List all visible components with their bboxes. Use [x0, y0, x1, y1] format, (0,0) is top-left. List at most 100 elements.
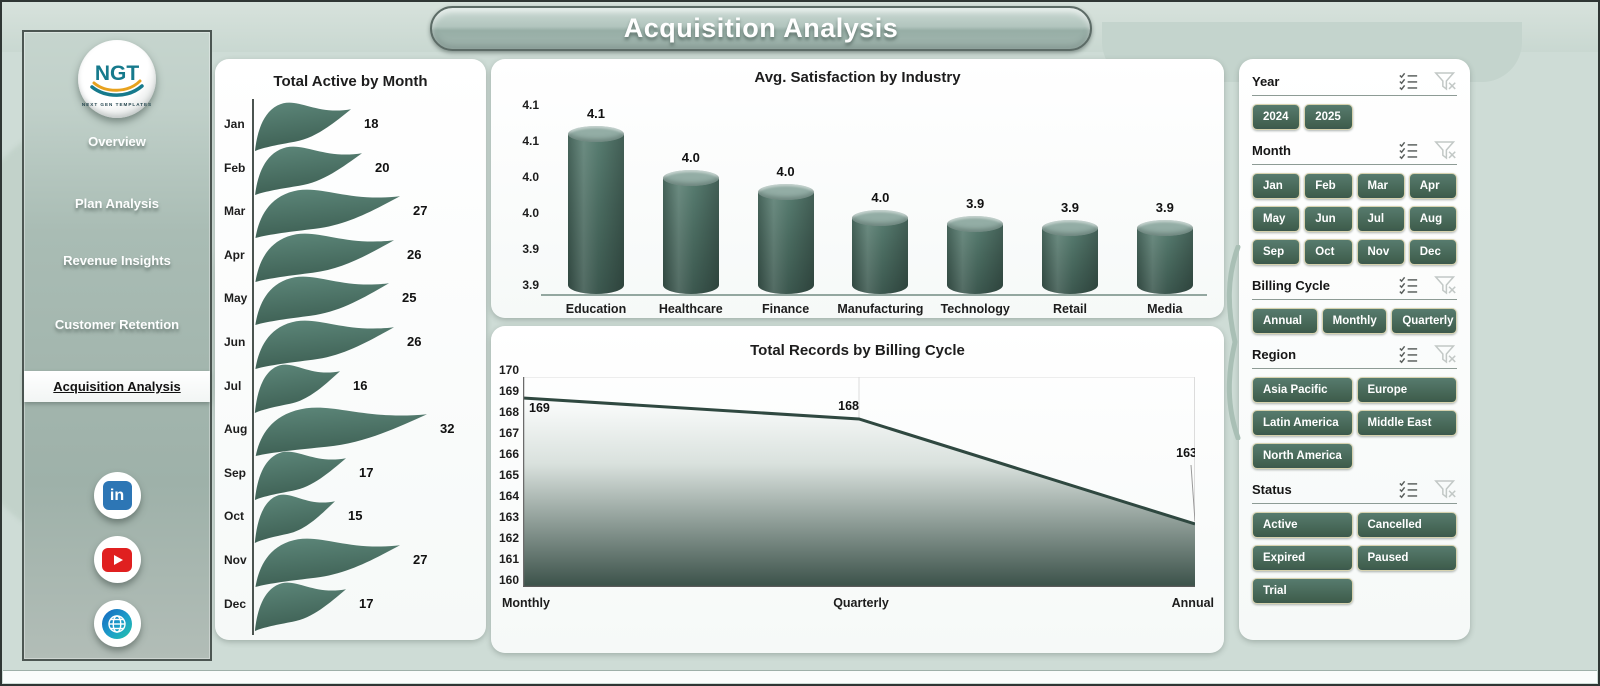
leaf-value-label: 15: [348, 508, 363, 524]
cylinder-bar-education[interactable]: [568, 126, 624, 294]
filter-button-europe[interactable]: Europe: [1356, 377, 1457, 403]
leaf-bar-jul[interactable]: [254, 361, 340, 413]
bar-value-label: 4.1: [586, 106, 606, 121]
filter-button-quarterly[interactable]: Quarterly: [1391, 308, 1457, 334]
leaf-category-label: Feb: [224, 160, 246, 175]
filter-button-feb[interactable]: Feb: [1304, 173, 1353, 199]
multi-select-icon[interactable]: [1398, 72, 1419, 91]
title-bar: Acquisition Analysis: [430, 6, 1092, 51]
filter-button-middle-east[interactable]: Middle East: [1356, 410, 1457, 436]
multi-select-icon[interactable]: [1398, 345, 1419, 364]
cylinder-bar-healthcare[interactable]: [662, 170, 719, 294]
leaf-bar-may[interactable]: [254, 273, 389, 326]
cylinder-bar-manufacturing[interactable]: [852, 210, 909, 294]
filter-button-apr[interactable]: Apr: [1408, 173, 1457, 199]
ngt-logo: NGT NEXT GEN TEMPLATES: [78, 40, 156, 118]
filter-button-trial[interactable]: Trial: [1252, 578, 1353, 604]
filter-section-title: Region: [1252, 346, 1297, 362]
filter-button-nov[interactable]: Nov: [1356, 239, 1405, 265]
chart-title: Total Records by Billing Cycle: [750, 342, 965, 359]
filter-section-header: Billing Cycle: [1252, 275, 1457, 300]
clear-filter-icon[interactable]: [1434, 344, 1457, 364]
clear-filter-icon[interactable]: [1434, 479, 1457, 499]
x-category-label: Healthcare: [658, 302, 723, 316]
filter-button-cancelled[interactable]: Cancelled: [1356, 512, 1457, 538]
leaf-bar-sep[interactable]: [254, 448, 346, 500]
multi-select-icon[interactable]: [1398, 480, 1419, 499]
leaf-bar-dec[interactable]: [254, 579, 346, 631]
leaf-value-label: 16: [353, 377, 368, 393]
cylinder-bar-retail[interactable]: [1042, 220, 1098, 294]
website-button[interactable]: [93, 600, 141, 647]
filter-section-title: Year: [1252, 73, 1280, 89]
filter-button-active[interactable]: Active: [1252, 512, 1353, 538]
y-tick-label: 4.0: [522, 206, 539, 220]
filter-section-icons: [1398, 140, 1457, 160]
filter-button-latin-america[interactable]: Latin America: [1252, 410, 1353, 436]
filter-button-may[interactable]: May: [1252, 206, 1301, 232]
leaf-category-label: Nov: [224, 553, 247, 567]
svg-text:168: 168: [838, 399, 859, 413]
leaf-category-label: Dec: [224, 596, 247, 611]
leaf-bar-nov[interactable]: [254, 535, 400, 587]
leaf-bar-aug[interactable]: [254, 404, 427, 457]
svg-text:163: 163: [1176, 446, 1195, 460]
leaf-category-label: Jan: [224, 117, 245, 131]
clear-filter-icon[interactable]: [1434, 71, 1457, 91]
leaf-bar-feb[interactable]: [254, 143, 362, 195]
filter-button-mar[interactable]: Mar: [1356, 173, 1405, 199]
filter-button-jul[interactable]: Jul: [1356, 206, 1405, 232]
clear-filter-icon[interactable]: [1434, 140, 1457, 160]
y-tick-label: 164: [498, 489, 519, 503]
sidebar-item-revenue-insights[interactable]: Revenue Insights: [63, 253, 171, 268]
filter-button-grid: Asia Pacific Europe Latin America Middle Ea…: [1252, 377, 1457, 469]
filter-button-jan[interactable]: Jan: [1252, 173, 1301, 199]
youtube-button[interactable]: [93, 536, 141, 583]
x-category-label: Retail: [1052, 302, 1088, 316]
leaf-bar-oct[interactable]: [254, 491, 335, 544]
area-chart-plot[interactable]: 169 168 163: [522, 376, 1197, 588]
filter-section-title: Status: [1252, 481, 1292, 497]
leaf-category-label: Jul: [224, 378, 242, 393]
filter-button-expired[interactable]: Expired: [1252, 545, 1353, 571]
leaf-value-label: 18: [364, 116, 379, 131]
filter-button-monthly[interactable]: Monthly: [1321, 308, 1388, 334]
cylinder-bar-finance[interactable]: [757, 184, 814, 294]
filter-button-aug[interactable]: Aug: [1408, 206, 1457, 232]
filter-button-sep[interactable]: Sep: [1252, 239, 1301, 265]
filter-button-annual[interactable]: Annual: [1252, 308, 1318, 334]
filter-button-2025[interactable]: 2025: [1304, 104, 1353, 130]
leaf-bar-jan[interactable]: [254, 99, 351, 151]
multi-select-icon[interactable]: [1398, 141, 1419, 160]
x-category-label: Technology: [940, 302, 1010, 316]
sidebar-item-acquisition-analysis[interactable]: Acquisition Analysis: [24, 371, 210, 402]
cylinder-bar-media[interactable]: [1136, 220, 1193, 294]
filter-button-oct[interactable]: Oct: [1304, 239, 1353, 265]
filter-button-jun[interactable]: Jun: [1304, 206, 1353, 232]
filter-section-icons: [1398, 275, 1457, 295]
sidebar-item-plan-analysis[interactable]: Plan Analysis: [74, 196, 160, 211]
area-chart-svg[interactable]: 169 168 163: [522, 376, 1197, 588]
social-links: in: [24, 472, 210, 647]
sidebar-item-customer-retention[interactable]: Customer Retention: [54, 317, 180, 332]
youtube-icon: [102, 547, 132, 572]
filter-section-header: Region: [1252, 344, 1457, 369]
sidebar-item-overview[interactable]: Overview: [88, 134, 146, 149]
leaf-category-label: May: [224, 291, 248, 306]
y-tick-label: 4.1: [522, 134, 539, 148]
leaf-bar-jun[interactable]: [254, 317, 394, 369]
clear-filter-icon[interactable]: [1434, 275, 1457, 295]
multi-select-icon[interactable]: [1398, 276, 1419, 295]
leaf-bar-apr[interactable]: [254, 230, 394, 282]
bar-value-label: 3.9: [1060, 200, 1080, 215]
leaf-bar-mar[interactable]: [254, 186, 400, 239]
filter-button-dec[interactable]: Dec: [1408, 239, 1457, 265]
linkedin-button[interactable]: in: [93, 472, 141, 519]
filter-button-2024[interactable]: 2024: [1252, 104, 1301, 130]
filter-button-paused[interactable]: Paused: [1356, 545, 1457, 571]
filter-section-header: Status: [1252, 479, 1457, 504]
cylinder-bar-technology[interactable]: [947, 216, 1004, 294]
filter-button-asia-pacific[interactable]: Asia Pacific: [1252, 377, 1353, 403]
filter-button-north-america[interactable]: North America: [1252, 443, 1353, 469]
leaf-value-label: 17: [359, 595, 374, 611]
